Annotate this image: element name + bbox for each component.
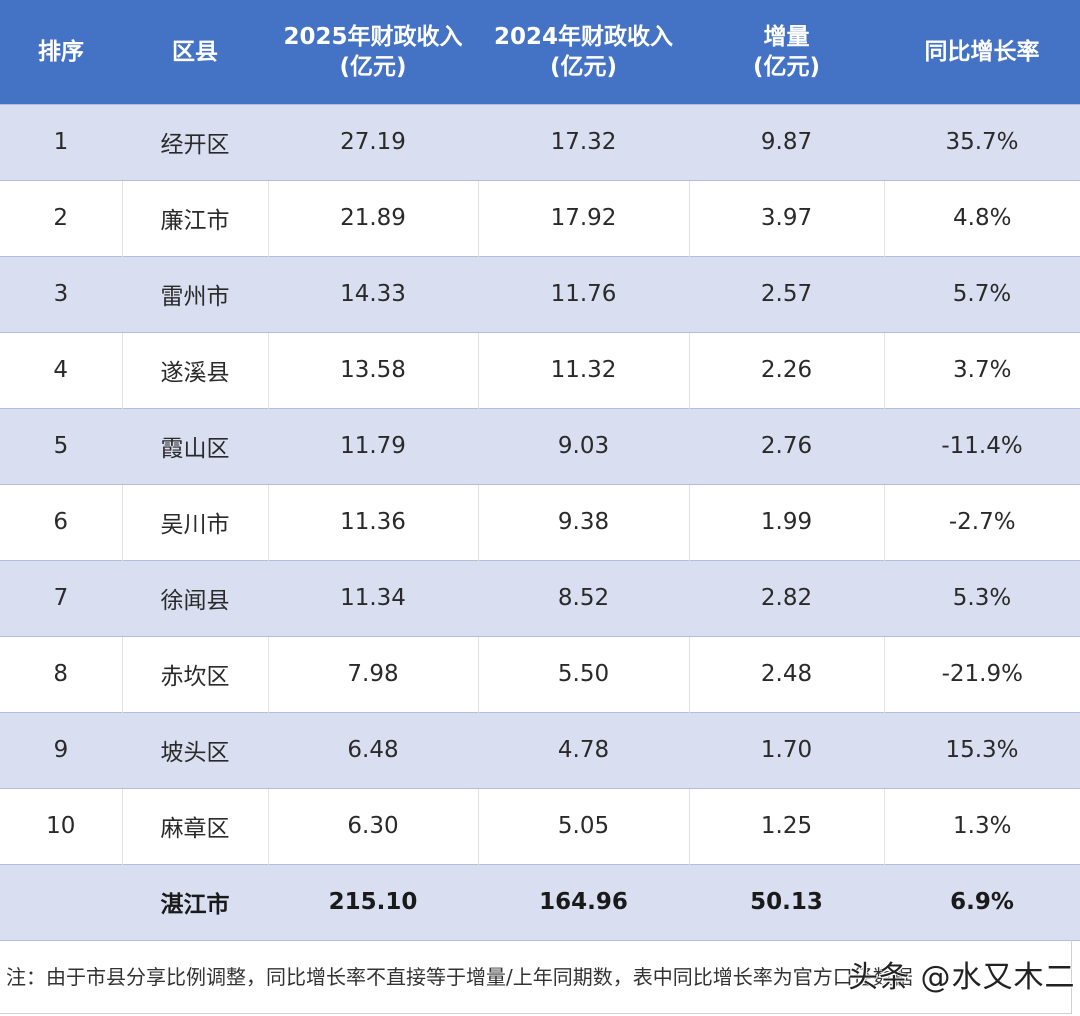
cell-district: 廉江市	[121, 179, 268, 256]
cell-growth: 35.7%	[884, 103, 1080, 180]
table-row: 3 雷州市 14.33 11.76 2.57 5.7%	[0, 255, 1080, 332]
cell-district: 坡头区	[122, 711, 268, 788]
table-header: 排序 区县 2025年财政收入 (亿元) 2024年财政收入 (亿元) 增量 (亿元)…	[0, 0, 1080, 104]
total-rev2025: 215.10	[268, 863, 478, 941]
cell-increase: 1.70	[689, 711, 884, 788]
table-row: 10 麻章区 6.30 5.05 1.25 1.3%	[0, 787, 1080, 864]
table-row: 9 坡头区 6.48 4.78 1.70 15.3%	[0, 711, 1080, 788]
cell-growth: 3.7%	[883, 331, 1080, 408]
footnote: 注：由于市县分享比例调整，同比增长率不直接等于增量/上年同期数，表中同比增长率为…	[0, 940, 1072, 1014]
cell-rev2025: 6.48	[268, 711, 478, 788]
cell-rev2025: 27.19	[268, 103, 478, 180]
header-rev2025: 2025年财政收入 (亿元)	[283, 23, 463, 80]
cell-rev2024: 11.32	[477, 331, 689, 408]
cell-increase: 1.25	[688, 787, 884, 864]
cell-increase: 3.97	[688, 179, 884, 256]
cell-growth: 15.3%	[884, 711, 1080, 788]
cell-rank: 1	[0, 103, 122, 180]
table-row: 7 徐闻县 11.34 8.52 2.82 5.3%	[0, 559, 1080, 636]
table-row: 4 遂溪县 13.58 11.32 2.26 3.7%	[0, 331, 1080, 408]
watermark: 头条 @水又木二	[848, 960, 1076, 995]
cell-increase: 2.57	[689, 255, 884, 332]
table-row: 1 经开区 27.19 17.32 9.87 35.7%	[0, 103, 1080, 180]
cell-rank: 9	[0, 711, 122, 788]
cell-rev2024: 17.92	[477, 179, 689, 256]
cell-rev2025: 11.36	[267, 483, 478, 560]
table-body: 1 经开区 27.19 17.32 9.87 35.7% 2 廉江市 21.89…	[0, 103, 1080, 941]
cell-rev2024: 4.78	[478, 711, 689, 788]
cell-district: 麻章区	[121, 787, 268, 864]
cell-increase: 2.48	[688, 635, 884, 712]
cell-rank: 10	[0, 787, 122, 864]
cell-rev2024: 9.03	[478, 407, 689, 484]
cell-growth: 4.8%	[883, 179, 1080, 256]
cell-district: 吴川市	[121, 483, 268, 560]
cell-increase: 2.82	[689, 559, 884, 636]
header-increase: 增量 (亿元)	[752, 23, 821, 80]
cell-rank: 4	[0, 331, 122, 408]
table-row: 2 廉江市 21.89 17.92 3.97 4.8%	[0, 179, 1080, 256]
cell-rev2024: 5.50	[477, 635, 689, 712]
header-rev2024: 2024年财政收入 (亿元)	[493, 23, 673, 80]
cell-rev2025: 11.34	[268, 559, 478, 636]
total-growth: 6.9%	[884, 863, 1080, 941]
cell-district: 霞山区	[122, 407, 268, 484]
header-district: 区县	[172, 38, 218, 65]
total-rank	[0, 863, 122, 941]
cell-rev2025: 13.58	[267, 331, 478, 408]
total-row: 湛江市 215.10 164.96 50.13 6.9%	[0, 863, 1080, 941]
cell-growth: -21.9%	[883, 635, 1080, 712]
cell-growth: 5.3%	[884, 559, 1080, 636]
cell-increase: 2.26	[688, 331, 884, 408]
cell-rev2025: 11.79	[268, 407, 478, 484]
cell-increase: 2.76	[689, 407, 884, 484]
table-row: 8 赤坎区 7.98 5.50 2.48 -21.9%	[0, 635, 1080, 712]
cell-rev2024: 17.32	[478, 103, 689, 180]
cell-growth: -2.7%	[883, 483, 1080, 560]
total-increase: 50.13	[689, 863, 884, 941]
cell-rev2025: 14.33	[268, 255, 478, 332]
header-rank: 排序	[38, 38, 84, 65]
fiscal-revenue-table-container: 排序 区县 2025年财政收入 (亿元) 2024年财政收入 (亿元) 增量 (亿元)…	[0, 0, 1080, 941]
cell-rank: 3	[0, 255, 122, 332]
header-row: 排序 区县 2025年财政收入 (亿元) 2024年财政收入 (亿元) 增量 (亿元)…	[0, 0, 1080, 104]
cell-rank: 2	[0, 179, 122, 256]
cell-rank: 7	[0, 559, 122, 636]
cell-district: 赤坎区	[121, 635, 268, 712]
cell-rev2024: 5.05	[477, 787, 689, 864]
cell-growth: -11.4%	[884, 407, 1080, 484]
cell-district: 徐闻县	[122, 559, 268, 636]
cell-district: 经开区	[122, 103, 268, 180]
cell-increase: 9.87	[689, 103, 884, 180]
cell-district: 雷州市	[122, 255, 268, 332]
table-row: 6 吴川市 11.36 9.38 1.99 -2.7%	[0, 483, 1080, 560]
cell-rank: 5	[0, 407, 122, 484]
cell-rank: 8	[0, 635, 122, 712]
cell-rank: 6	[0, 483, 122, 560]
total-rev2024: 164.96	[478, 863, 689, 941]
cell-increase: 1.99	[688, 483, 884, 560]
cell-district: 遂溪县	[121, 331, 268, 408]
total-district: 湛江市	[122, 863, 268, 941]
cell-rev2024: 8.52	[478, 559, 689, 636]
cell-rev2025: 21.89	[267, 179, 478, 256]
table-row: 5 霞山区 11.79 9.03 2.76 -11.4%	[0, 407, 1080, 484]
cell-rev2025: 7.98	[267, 635, 478, 712]
header-growth: 同比增长率	[924, 38, 1040, 65]
cell-growth: 5.7%	[884, 255, 1080, 332]
cell-rev2025: 6.30	[267, 787, 478, 864]
cell-growth: 1.3%	[883, 787, 1080, 864]
cell-rev2024: 11.76	[478, 255, 689, 332]
cell-rev2024: 9.38	[477, 483, 689, 560]
fiscal-revenue-table: 排序 区县 2025年财政收入 (亿元) 2024年财政收入 (亿元) 增量 (亿元)…	[0, 0, 1080, 941]
